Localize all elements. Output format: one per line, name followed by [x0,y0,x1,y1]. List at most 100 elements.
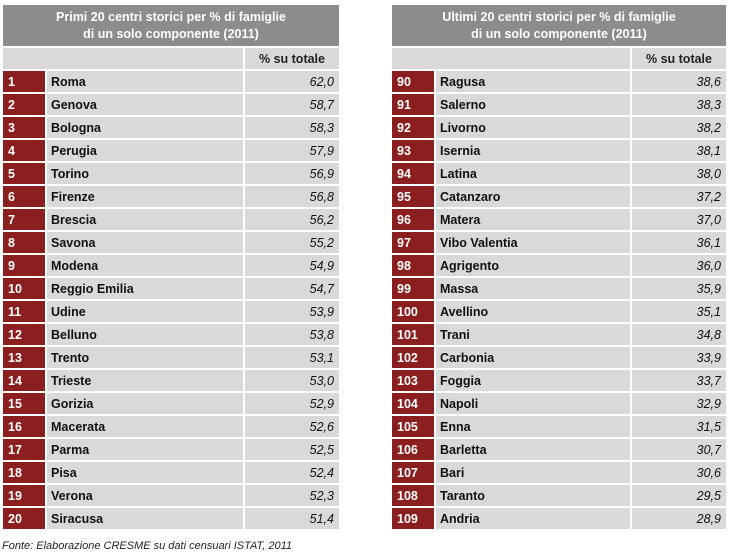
table-body: 1 Roma 62,0 2 Genova 58,7 3 Bologna 58,3 4 Perugia… [3,69,339,529]
city-cell: Taranto [434,483,630,506]
city-cell: Isernia [434,138,630,161]
table-row: 18 Pisa 52,4 [3,460,339,483]
city-cell: Firenze [45,184,243,207]
value-cell: 28,9 [630,506,726,529]
value-cell: 53,9 [243,299,339,322]
table-row: 109 Andria 28,9 [392,506,726,529]
table-row: 99 Massa 35,9 [392,276,726,299]
table-row: 16 Macerata 52,6 [3,414,339,437]
table-row: 95 Catanzaro 37,2 [392,184,726,207]
value-cell: 54,7 [243,276,339,299]
city-cell: Ragusa [434,69,630,92]
value-cell: 37,2 [630,184,726,207]
rank-cell: 96 [392,207,434,230]
rank-cell: 12 [3,322,45,345]
city-cell: Agrigento [434,253,630,276]
city-cell: Macerata [45,414,243,437]
table-row: 3 Bologna 58,3 [3,115,339,138]
value-cell: 54,9 [243,253,339,276]
value-cell: 56,2 [243,207,339,230]
table-row: 6 Firenze 56,8 [3,184,339,207]
table-row: 9 Modena 54,9 [3,253,339,276]
value-cell: 53,1 [243,345,339,368]
rank-cell: 14 [3,368,45,391]
rank-cell: 13 [3,345,45,368]
value-cell: 52,6 [243,414,339,437]
city-cell: Reggio Emilia [45,276,243,299]
value-cell: 30,6 [630,460,726,483]
value-cell: 38,6 [630,69,726,92]
table-title: Ultimi 20 centri storici per % di famigl… [392,5,726,46]
table-row: 107 Bari 30,6 [392,460,726,483]
rank-cell: 101 [392,322,434,345]
table-row: 10 Reggio Emilia 54,7 [3,276,339,299]
city-cell: Bologna [45,115,243,138]
source-note: Fonte: Elaborazione CRESME su dati censu… [2,540,293,552]
city-cell: Napoli [434,391,630,414]
city-cell: Udine [45,299,243,322]
rank-cell: 90 [392,69,434,92]
value-cell: 35,1 [630,299,726,322]
rank-cell: 105 [392,414,434,437]
rank-cell: 9 [3,253,45,276]
table-row: 17 Parma 52,5 [3,437,339,460]
value-cell: 35,9 [630,276,726,299]
value-cell: 52,3 [243,483,339,506]
table-row: 13 Trento 53,1 [3,345,339,368]
value-cell: 38,1 [630,138,726,161]
value-cell: 52,5 [243,437,339,460]
table-row: 103 Foggia 33,7 [392,368,726,391]
table-row: 101 Trani 34,8 [392,322,726,345]
table-row: 5 Torino 56,9 [3,161,339,184]
table-row: 19 Verona 52,3 [3,483,339,506]
table-title-line2: di un solo componente (2011) [83,26,259,41]
value-cell: 52,9 [243,391,339,414]
rank-cell: 95 [392,184,434,207]
table-row: 104 Napoli 32,9 [392,391,726,414]
value-cell: 56,9 [243,161,339,184]
value-cell: 38,0 [630,161,726,184]
rank-cell: 108 [392,483,434,506]
top-20-table: Primi 20 centri storici per % di famigli… [3,5,339,529]
city-cell: Massa [434,276,630,299]
table-row: 2 Genova 58,7 [3,92,339,115]
table-row: 7 Brescia 56,2 [3,207,339,230]
column-header-percent: % su totale [243,46,339,69]
value-cell: 53,8 [243,322,339,345]
table-row: 105 Enna 31,5 [392,414,726,437]
rank-cell: 5 [3,161,45,184]
value-cell: 57,9 [243,138,339,161]
rank-cell: 102 [392,345,434,368]
value-cell: 36,0 [630,253,726,276]
rank-cell: 10 [3,276,45,299]
rank-cell: 94 [392,161,434,184]
rank-cell: 20 [3,506,45,529]
value-cell: 29,5 [630,483,726,506]
column-header-percent: % su totale [630,46,726,69]
value-cell: 36,1 [630,230,726,253]
city-cell: Livorno [434,115,630,138]
table-row: 94 Latina 38,0 [392,161,726,184]
city-cell: Parma [45,437,243,460]
table-row: 93 Isernia 38,1 [392,138,726,161]
rank-cell: 16 [3,414,45,437]
value-cell: 55,2 [243,230,339,253]
rank-cell: 104 [392,391,434,414]
value-cell: 38,3 [630,92,726,115]
value-cell: 52,4 [243,460,339,483]
header-spacer [392,46,630,69]
rank-cell: 2 [3,92,45,115]
value-cell: 32,9 [630,391,726,414]
rank-cell: 98 [392,253,434,276]
rank-cell: 103 [392,368,434,391]
city-cell: Siracusa [45,506,243,529]
value-cell: 30,7 [630,437,726,460]
city-cell: Enna [434,414,630,437]
city-cell: Barletta [434,437,630,460]
rank-cell: 17 [3,437,45,460]
city-cell: Bari [434,460,630,483]
table-row: 108 Taranto 29,5 [392,483,726,506]
value-cell: 31,5 [630,414,726,437]
value-cell: 34,8 [630,322,726,345]
rank-cell: 19 [3,483,45,506]
